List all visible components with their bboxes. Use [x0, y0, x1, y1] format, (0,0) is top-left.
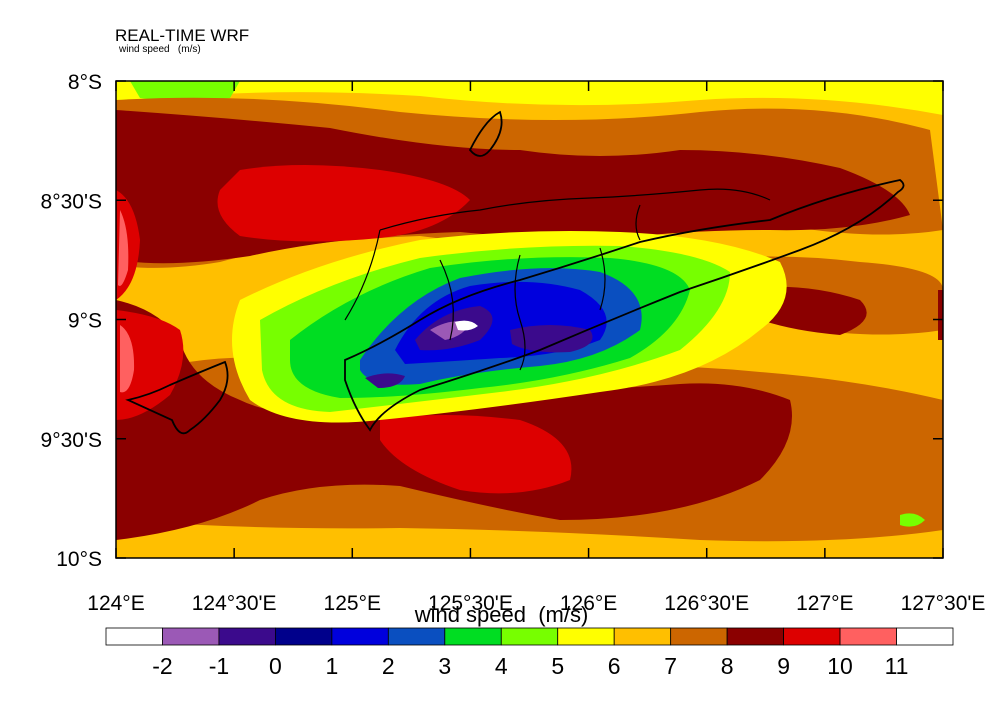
colorbar-swatch: [162, 627, 220, 646]
boundary-b: [514, 254, 526, 371]
x-tick-label: 126°30'E: [664, 592, 749, 615]
colorbar-label: 10: [827, 653, 853, 679]
colorbar-label: 0: [269, 653, 282, 679]
contour-level-5-north: [130, 81, 240, 101]
contour-level-0-core-c: [365, 373, 405, 388]
boundary-north: [379, 188, 771, 231]
colorbar-swatch: [274, 627, 333, 646]
district-boundaries: [344, 188, 771, 371]
colorbar: -2 -1 0 1 2 3 4 5 6 7 8 9 10 11: [105, 627, 954, 679]
colorbar-swatch: [331, 627, 389, 646]
x-tick-label: 124°30'E: [192, 592, 277, 615]
colorbar-label: 8: [721, 653, 734, 679]
colorbar-label: 2: [382, 653, 395, 679]
contour-level-9-east-edge: [938, 290, 943, 340]
contour-level-11-west-b: [120, 325, 135, 393]
x-tick-label: 126°E: [560, 592, 617, 615]
y-tick-label: 8°30'S: [41, 190, 102, 213]
contour-level-11-west-a: [118, 210, 129, 286]
coastline-main-island: [344, 179, 905, 432]
y-tick-label: 10°S: [56, 548, 102, 571]
boundary-c: [599, 247, 606, 311]
x-tick-label: 127°30'E: [901, 592, 986, 615]
boundary-e: [344, 229, 381, 321]
x-tick-label: 124°E: [87, 592, 144, 615]
colorbar-label: 6: [608, 653, 621, 679]
x-tick-label: 127°E: [796, 592, 853, 615]
contour-level-6-north: [116, 81, 943, 115]
coastline-west-island: [125, 360, 229, 435]
colorbar-title: wind speed (m/s): [414, 602, 589, 627]
colorbar-swatch: [896, 627, 954, 646]
colorbar-swatch: [613, 627, 672, 646]
colorbar-swatch: [839, 627, 897, 646]
coastlines: [125, 110, 905, 435]
y-tick-label: 9°30'S: [41, 429, 102, 452]
colorbar-swatch: [783, 627, 841, 646]
colorbar-label: 1: [325, 653, 338, 679]
colorbar-swatch: [557, 627, 615, 646]
colorbar-label: 11: [885, 653, 909, 679]
colorbar-swatch: [218, 627, 276, 646]
contour-level-minus2-core: [455, 320, 478, 331]
colorbar-label: 9: [777, 653, 790, 679]
colorbar-label: 3: [438, 653, 451, 679]
map-title: REAL-TIME WRF: [115, 26, 250, 45]
contour-level-0-core-b: [510, 325, 593, 353]
coastline-north-islet: [468, 110, 503, 157]
boundary-a: [439, 259, 454, 341]
map-subtitle: wind speed (m/s): [119, 44, 201, 55]
contour-level-5-southeast: [900, 513, 925, 527]
y-tick-label: 8°S: [68, 71, 102, 94]
colorbar-swatch: [105, 627, 163, 646]
colorbar-swatch: [500, 627, 559, 646]
x-tick-label: 125°30'E: [428, 592, 513, 615]
colorbar-label: 7: [664, 653, 677, 679]
x-axis: 124°E 124°30'E 125°E 125°30'E 126°E 126°30'E 1…: [87, 81, 985, 615]
colorbar-label: -1: [209, 653, 229, 679]
contour-level-10-south: [380, 415, 572, 494]
colorbar-label: 4: [495, 653, 508, 679]
x-tick-label: 125°E: [324, 592, 381, 615]
y-tick-label: 9°S: [68, 310, 102, 333]
colorbar-swatch: [444, 627, 502, 646]
colorbar-label: -2: [152, 653, 172, 679]
colorbar-swatch: [726, 627, 785, 646]
colorbar-label: 5: [551, 653, 564, 679]
y-axis: 8°S 8°30'S 9°S 9°30'S 10°S: [41, 71, 943, 571]
colorbar-swatch: [387, 627, 446, 646]
contour-field: [116, 81, 943, 558]
contour-level-10-west-b: [116, 310, 184, 420]
boundary-d: [635, 204, 641, 241]
colorbar-swatch: [670, 627, 728, 646]
